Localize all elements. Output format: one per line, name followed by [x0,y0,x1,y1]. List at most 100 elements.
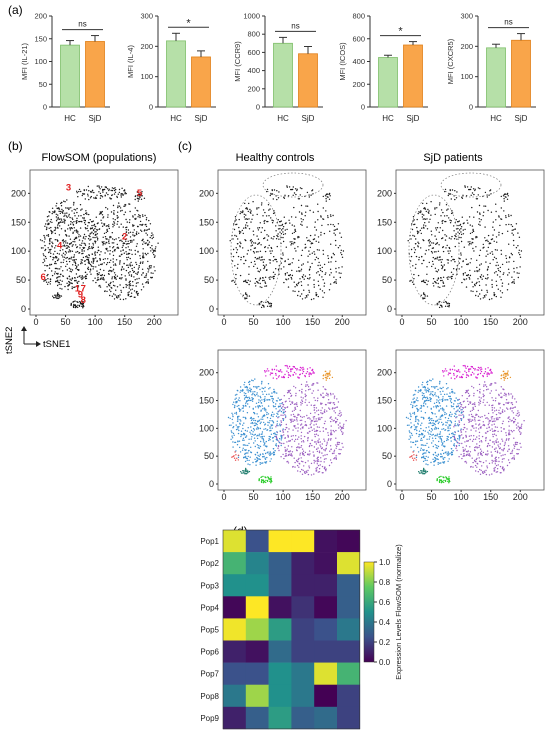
point-pop7 [448,304,450,306]
point-pop2 [427,464,429,466]
point-pop2 [423,224,425,226]
point-pop2 [255,402,258,404]
point-pop1 [313,428,315,430]
point-pop2 [83,217,86,219]
point-pop1 [327,439,329,441]
point-pop2 [81,249,83,251]
point-pop1 [462,416,465,419]
point-pop1 [129,219,131,221]
point-pop1 [462,233,465,235]
point-pop1 [479,298,482,300]
point-pop1 [490,238,493,241]
point-pop2 [264,229,266,232]
point-pop1 [337,401,340,403]
point-pop1 [301,388,303,391]
point-pop3 [296,188,298,190]
point-pop1 [118,237,120,239]
point-pop1 [330,215,332,218]
point-pop1 [495,417,498,419]
point-pop2 [261,259,263,261]
point-pop1 [101,241,103,243]
point-pop1 [286,441,288,443]
point-pop1 [336,442,339,444]
point-pop2 [418,259,420,261]
point-pop2 [248,449,250,452]
point-pop1 [309,424,311,426]
point-pop1 [92,280,94,282]
point-pop1 [125,286,128,288]
point-pop1 [465,389,467,392]
point-pop2 [69,223,72,225]
point-pop2 [437,269,440,271]
point-pop1 [468,421,470,423]
point-pop7 [81,303,84,305]
point-pop2 [62,261,64,264]
point-pop2 [55,255,57,258]
point-pop6 [234,459,237,461]
point-pop5 [502,195,505,197]
point-pop1 [99,268,102,271]
point-pop1 [285,400,287,402]
x-tick-label: SjD [302,114,315,123]
point-pop1 [505,257,508,260]
point-pop1 [320,269,322,272]
point-pop2 [422,239,424,241]
point-pop1 [112,270,114,272]
point-pop2 [442,461,444,464]
point-pop2 [78,239,81,241]
point-pop2 [237,432,240,435]
point-pop2 [440,264,443,266]
point-pop1 [285,423,287,426]
point-pop2 [66,263,68,265]
point-pop1 [131,241,133,243]
point-pop2 [279,227,281,230]
point-pop1 [331,257,333,259]
point-pop3 [95,196,97,198]
point-pop1 [129,263,131,265]
point-pop2 [70,207,72,209]
point-pop1 [333,397,336,399]
point-pop1 [111,232,114,234]
point-pop2 [458,434,460,437]
point-pop3 [477,194,479,196]
point-pop2 [431,386,433,388]
point-pop1 [144,242,146,245]
point-pop2 [74,230,76,232]
point-pop1 [319,444,321,446]
point-pop1 [118,202,120,204]
x-tick-label: HC [277,114,289,123]
point-pop2 [82,246,84,249]
point-pop1 [331,452,334,455]
point-pop1 [460,431,463,433]
x-tick-label: 100 [276,317,291,327]
point-pop2 [63,220,66,222]
point-pop2 [410,238,412,240]
point-pop2 [248,283,250,286]
point-pop2 [455,233,457,235]
bar-sjd [191,56,211,108]
point-pop2 [252,408,254,410]
point-pop1 [321,290,324,292]
point-pop2 [266,445,268,447]
point-pop1 [460,236,462,239]
point-pop1 [288,440,290,442]
point-pop1 [300,423,303,425]
point-pop1 [467,222,469,224]
point-pop3 [84,198,87,200]
point-pop1 [310,422,312,424]
point-pop3 [278,370,280,372]
point-pop1 [323,410,326,413]
point-pop2 [243,227,245,229]
point-pop2 [60,218,62,220]
point-pop2 [94,251,96,253]
point-pop1 [314,441,316,443]
point-pop2 [438,204,441,206]
point-pop2 [254,424,257,426]
point-pop2 [444,456,446,459]
point-pop1 [472,415,474,418]
point-pop7 [80,303,82,305]
point-pop3 [98,185,100,187]
plot-frame [29,169,179,316]
point-pop2 [58,283,60,285]
point-pop2 [62,242,65,244]
